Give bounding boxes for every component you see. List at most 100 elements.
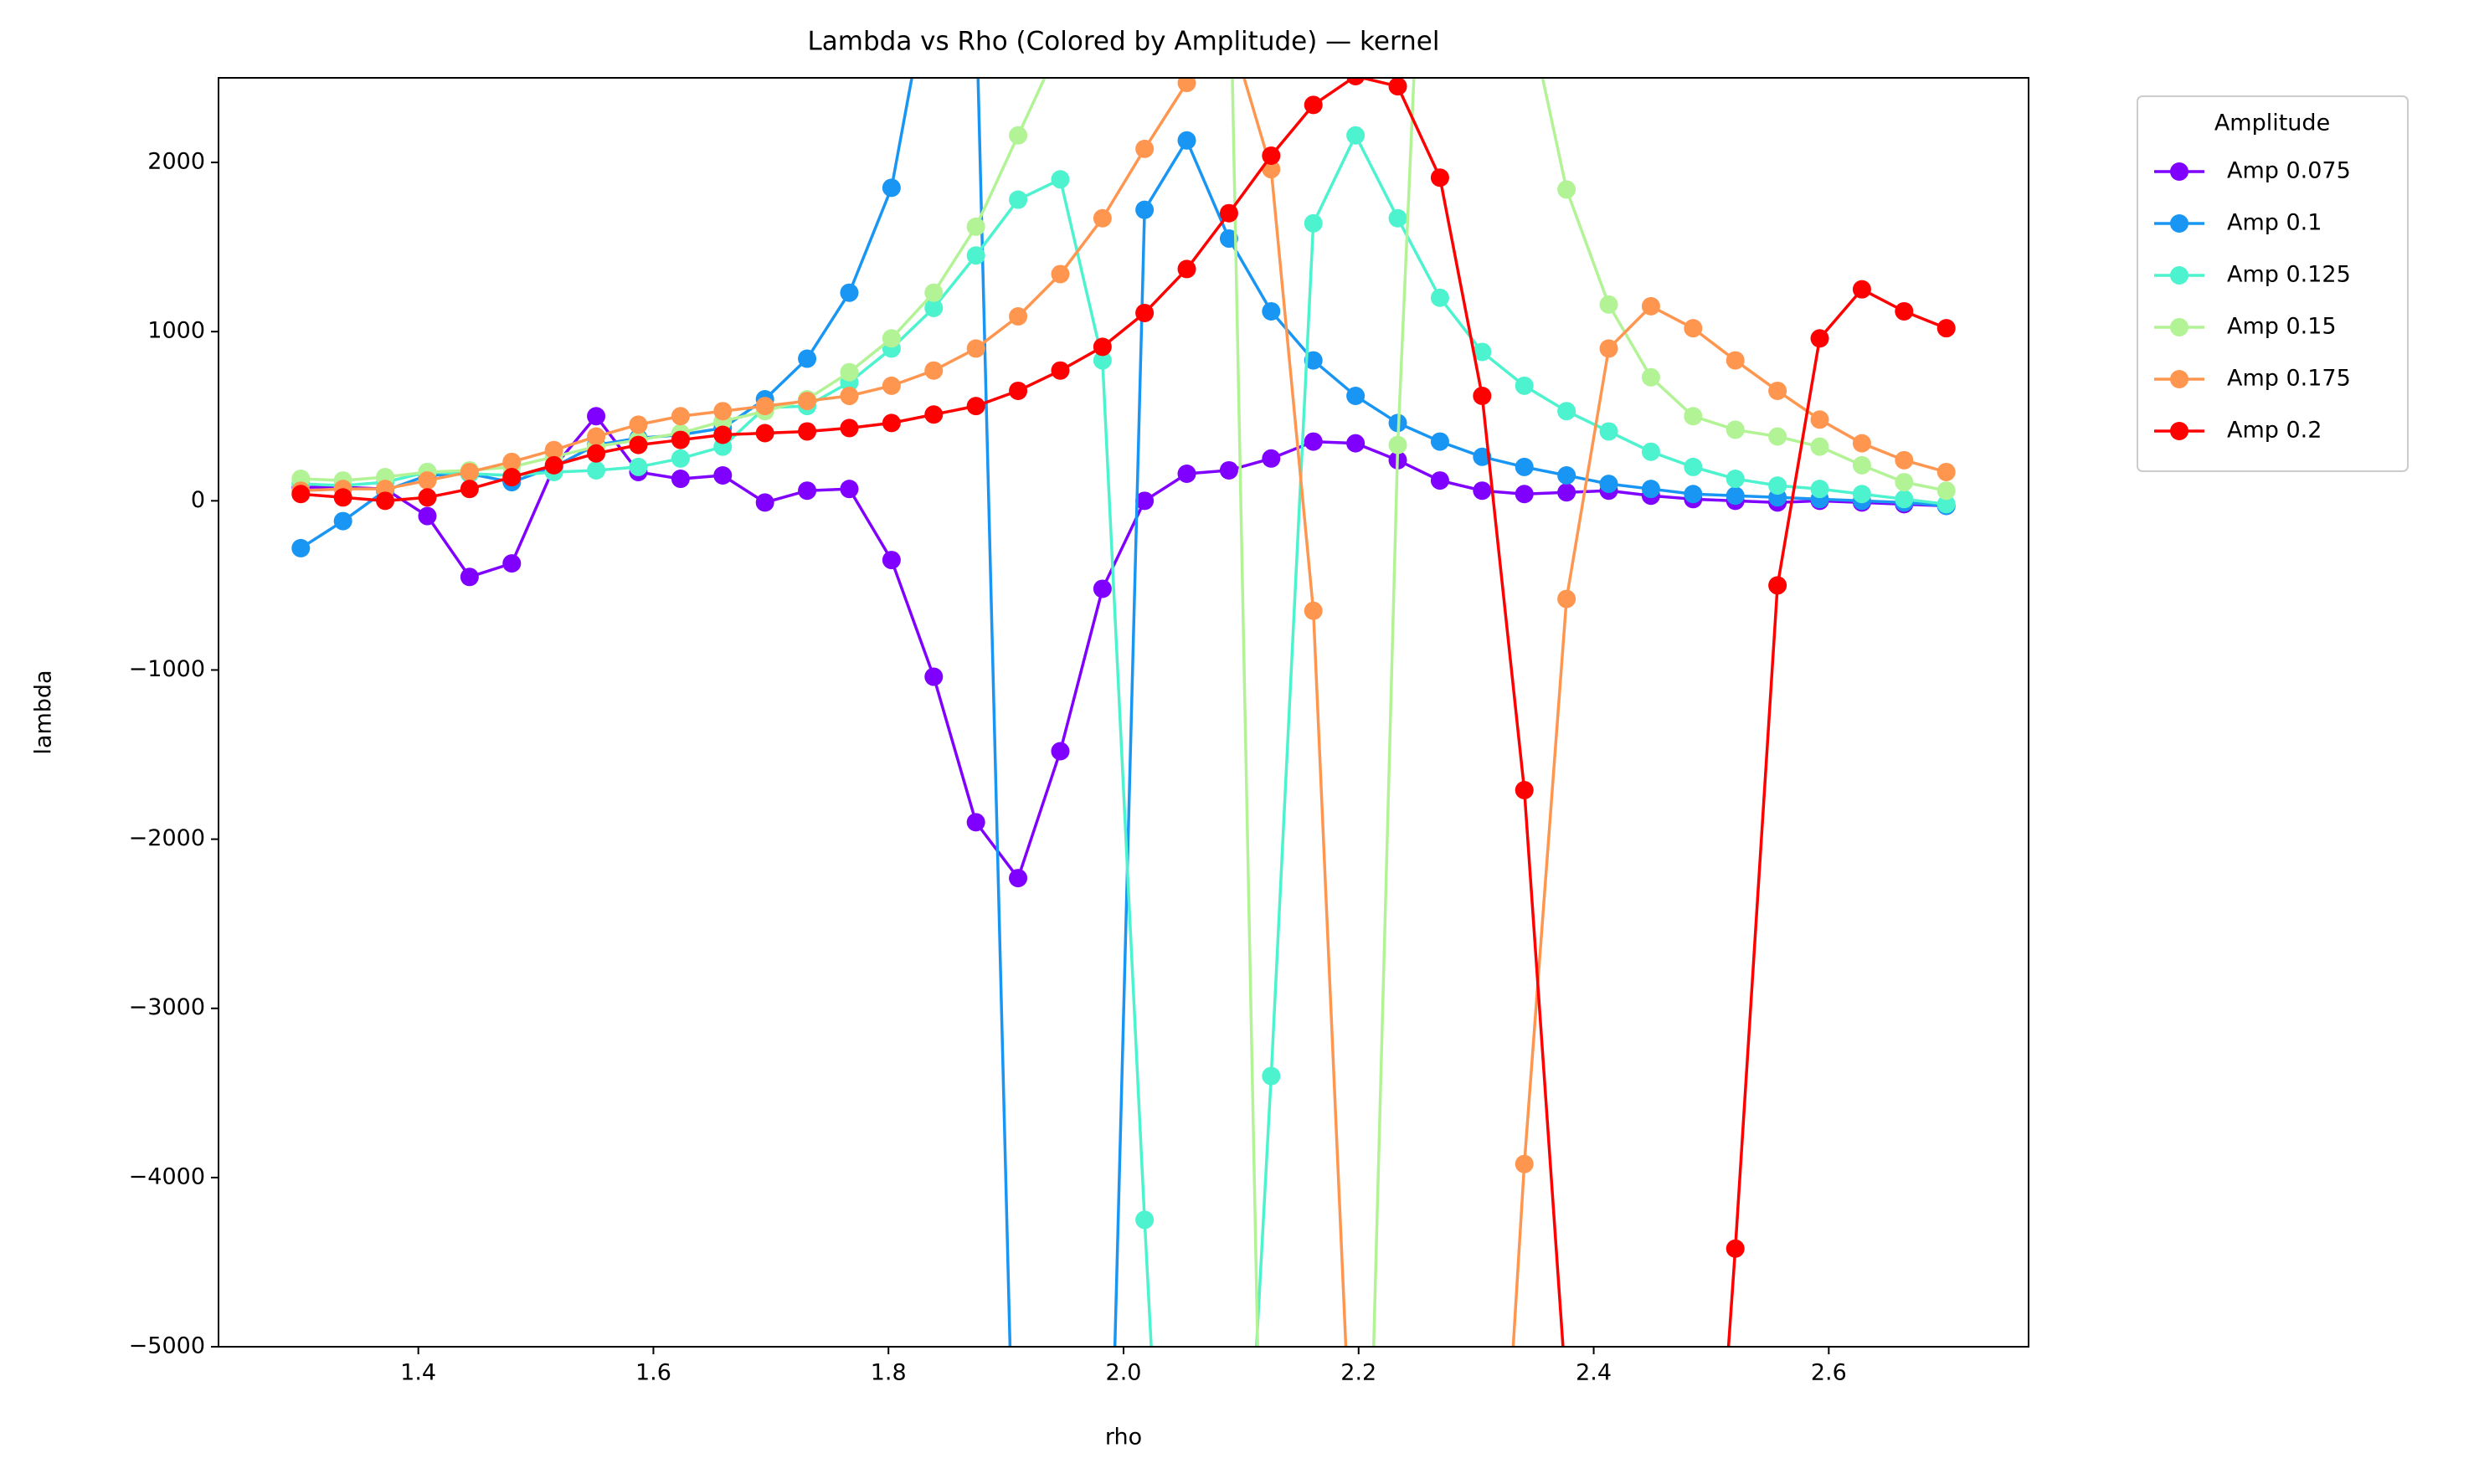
point [376, 491, 395, 511]
point [798, 422, 817, 441]
point [1895, 450, 1914, 470]
point [1515, 376, 1534, 395]
point [1051, 361, 1070, 380]
legend: Amplitude Amp 0.075 Amp 0.1 Amp 0.125 Amp 0… [2137, 95, 2409, 472]
point [1726, 470, 1745, 489]
point [1262, 1066, 1281, 1086]
point [798, 481, 817, 501]
x-tick-label: 1.6 [635, 1360, 671, 1386]
point [1599, 422, 1618, 441]
plot-area [291, 0, 1956, 1407]
point [1388, 78, 1407, 96]
point [713, 425, 733, 444]
point [966, 339, 985, 358]
legend-label: Amp 0.125 [2227, 262, 2351, 288]
legend-marker [2170, 214, 2188, 233]
point [1684, 485, 1703, 504]
point [1895, 490, 1914, 509]
point [1135, 139, 1155, 158]
point [1346, 387, 1366, 406]
legend-marker [2170, 162, 2188, 181]
point [840, 387, 859, 406]
point [460, 462, 479, 481]
point [713, 402, 733, 421]
point [1051, 264, 1070, 284]
point [1177, 259, 1196, 279]
x-tick-label: 1.4 [400, 1360, 436, 1386]
point [1430, 168, 1449, 187]
point [1557, 1389, 1576, 1407]
point [840, 480, 859, 499]
y-tick-label: −5000 [129, 1333, 205, 1359]
point [333, 511, 352, 531]
point [1430, 432, 1449, 451]
y-tick-label: −1000 [129, 656, 205, 682]
point [1515, 485, 1534, 504]
point [1304, 213, 1323, 233]
legend-label: Amp 0.075 [2227, 158, 2351, 184]
point [967, 0, 985, 3]
point [1346, 126, 1366, 145]
legend-marker [2170, 370, 2188, 388]
point [882, 413, 901, 433]
point [1009, 307, 1028, 326]
y-tick-label: 1000 [147, 318, 205, 344]
point [1135, 491, 1155, 511]
legend-label: Amp 0.175 [2227, 366, 2351, 392]
point [1641, 367, 1660, 387]
point [1135, 1210, 1155, 1230]
point [1093, 579, 1112, 598]
legend-label: Amp 0.2 [2227, 418, 2322, 444]
point [1515, 0, 1534, 3]
y-tick-label: −2000 [129, 825, 205, 851]
point [1473, 342, 1492, 362]
point [1768, 381, 1787, 400]
legend-label: Amp 0.1 [2227, 210, 2322, 236]
point [1093, 208, 1112, 228]
point [924, 361, 944, 380]
point [1346, 434, 1366, 453]
point [1726, 420, 1745, 439]
x-tick-label: 2.6 [1811, 1360, 1847, 1386]
point [1599, 339, 1618, 358]
point [671, 407, 690, 426]
series-line [300, 78, 1947, 1347]
point [1473, 481, 1492, 501]
point [755, 424, 774, 443]
point [1515, 1154, 1534, 1173]
point [966, 217, 985, 236]
legend-marker [2170, 266, 2188, 285]
legend-title: Amplitude [2214, 110, 2330, 136]
point [1557, 466, 1576, 485]
x-tick-label: 2.0 [1106, 1360, 1142, 1386]
point [882, 178, 901, 198]
point [1051, 170, 1070, 189]
point [1557, 589, 1576, 608]
point [966, 397, 985, 416]
point [1430, 471, 1449, 490]
point [1936, 481, 1956, 501]
point [1262, 160, 1281, 179]
point [502, 452, 522, 471]
point [1388, 208, 1407, 228]
point [1515, 457, 1534, 476]
point [882, 551, 901, 570]
point [418, 488, 437, 507]
y-axis-label: lambda [31, 670, 57, 754]
point [713, 466, 733, 485]
point [629, 457, 648, 476]
point [1093, 351, 1112, 370]
y-tick-label: 2000 [147, 149, 205, 175]
point [1219, 229, 1238, 249]
point [966, 813, 985, 832]
point [1177, 78, 1196, 93]
point [629, 415, 648, 434]
point [418, 506, 437, 526]
point [418, 471, 437, 490]
legend-marker [2170, 318, 2188, 336]
point [1177, 131, 1196, 150]
point [291, 485, 311, 504]
point [755, 493, 774, 512]
point [1895, 301, 1914, 321]
